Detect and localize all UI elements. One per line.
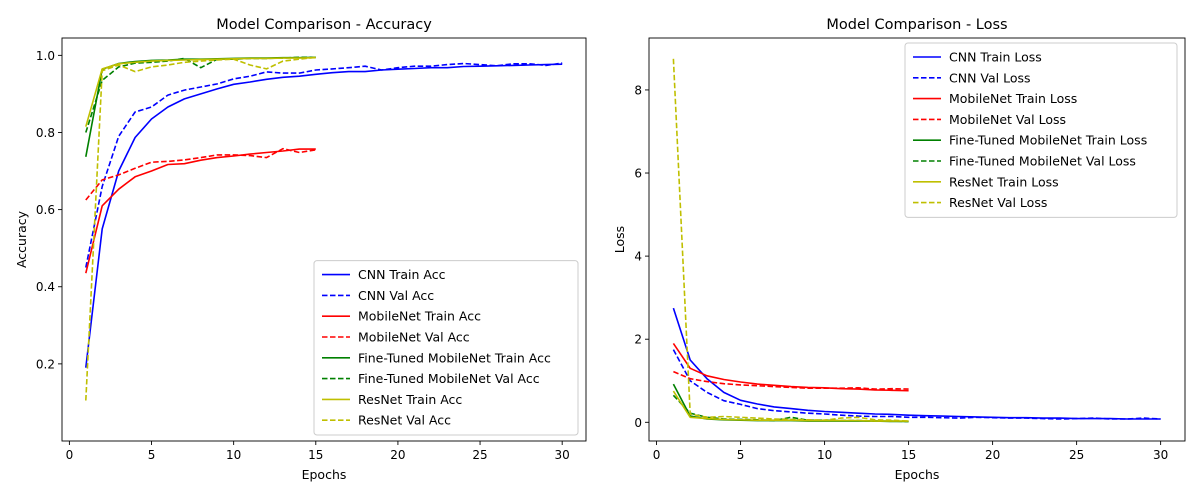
x-tick-label: 25 [472, 448, 487, 462]
legend-label: CNN Train Loss [949, 50, 1042, 65]
legend-label: MobileNet Train Loss [949, 91, 1077, 106]
legend: CNN Train Acc CNN Val Acc MobileNet Train … [313, 260, 579, 436]
series-line-mobilenet-train-loss [672, 342, 909, 392]
legend-label: ResNet Val Loss [949, 195, 1047, 210]
legend-label: CNN Val Acc [358, 288, 434, 303]
x-tick-label: 30 [555, 448, 570, 462]
series-line-cnn-val-acc [85, 62, 563, 268]
y-tick-label: 0.4 [36, 280, 55, 294]
series-line-cnn-train-loss [672, 307, 1161, 420]
legend-box [313, 260, 579, 436]
series-line-fine-tuned-mobilenet-train-acc [85, 56, 316, 157]
x-axis-label: Epochs [895, 467, 940, 482]
x-tick-label: 5 [737, 448, 745, 462]
x-tick-label: 15 [901, 448, 916, 462]
series-line-fine-tuned-mobilenet-val-acc [85, 56, 316, 133]
x-tick-label: 25 [1069, 448, 1084, 462]
legend-box [904, 42, 1178, 218]
series-line-resnet-val-loss [672, 58, 909, 422]
x-tick-label: 0 [653, 448, 661, 462]
chart-title: Model Comparison - Loss [826, 17, 1007, 33]
series-line-mobilenet-val-acc [85, 147, 316, 201]
chart-title: Model Comparison - Accuracy [216, 17, 432, 33]
legend-label: MobileNet Val Loss [949, 112, 1066, 127]
series-lines [672, 58, 1161, 423]
legend-label: Fine-Tuned MobileNet Train Loss [949, 133, 1147, 148]
legend-label: ResNet Train Acc [358, 392, 462, 407]
legend-label: Fine-Tuned MobileNet Val Loss [949, 154, 1136, 169]
x-tick-label: 10 [226, 448, 241, 462]
y-tick-label: 0.2 [36, 357, 55, 371]
x-tick-label: 5 [148, 448, 156, 462]
loss-chart: Model Comparison - Loss 0 5 10 15 20 25 30 0 2 4 6 8… [612, 17, 1186, 482]
x-tick-label: 10 [817, 448, 832, 462]
x-tick-label: 0 [66, 448, 74, 462]
y-tick-label: 1.0 [36, 49, 55, 63]
legend-label: MobileNet Train Acc [358, 309, 481, 324]
series-line-cnn-train-acc [85, 63, 563, 368]
x-tick-label: 15 [308, 448, 323, 462]
plot-frame [648, 37, 1186, 442]
legend: CNN Train Loss CNN Val Loss MobileNet Trai… [904, 42, 1178, 218]
y-tick-label: 6 [634, 167, 642, 181]
accuracy-chart: Model Comparison - Accuracy 0 5 10 15 20 25 30 0… [14, 17, 587, 482]
y-tick-label: 8 [634, 83, 642, 97]
y-tick-label: 4 [634, 250, 642, 264]
legend-label: ResNet Val Acc [358, 413, 451, 428]
y-tick-label: 0.6 [36, 203, 55, 217]
series-line-cnn-val-loss [672, 349, 1161, 420]
series-line-resnet-train-acc [85, 56, 316, 127]
legend-label: ResNet Train Loss [949, 174, 1059, 189]
series-lines [85, 56, 563, 401]
x-tick-label: 20 [985, 448, 1000, 462]
y-tick-label: 2 [634, 333, 642, 347]
plot-frame [61, 37, 587, 442]
y-tick-label: 0.8 [36, 126, 55, 140]
legend-label: Fine-Tuned MobileNet Val Acc [358, 371, 540, 386]
legend-label: Fine-Tuned MobileNet Train Acc [358, 350, 551, 365]
series-line-resnet-val-acc [85, 56, 316, 401]
y-tick-label: 0 [634, 416, 642, 430]
y-axis-label: Loss [612, 226, 627, 253]
series-line-mobilenet-train-acc [85, 148, 316, 274]
legend-label: CNN Train Acc [358, 267, 446, 282]
legend-label: MobileNet Val Acc [358, 330, 470, 345]
legend-label: CNN Val Loss [949, 70, 1031, 85]
x-tick-label: 20 [390, 448, 405, 462]
x-tick-label: 30 [1153, 448, 1168, 462]
series-line-mobilenet-val-loss [673, 370, 909, 390]
y-axis-label: Accuracy [14, 210, 29, 268]
x-axis-label: Epochs [302, 467, 347, 482]
